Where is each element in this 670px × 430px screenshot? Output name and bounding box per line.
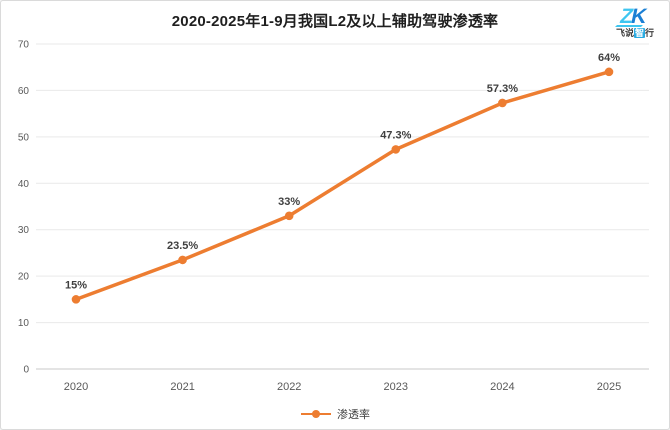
svg-text:40: 40 (18, 179, 30, 190)
svg-text:2021: 2021 (170, 381, 194, 393)
legend: 渗透率 (1, 406, 669, 422)
svg-text:0: 0 (23, 365, 29, 376)
svg-text:30: 30 (18, 225, 30, 236)
svg-text:2024: 2024 (490, 381, 514, 393)
svg-text:33%: 33% (278, 196, 300, 208)
legend-marker-icon (301, 410, 331, 418)
svg-text:K: K (629, 5, 650, 28)
brand-logo: Z K 飞说智行 (607, 4, 663, 38)
svg-text:70: 70 (18, 40, 30, 51)
svg-text:20: 20 (18, 272, 30, 283)
svg-text:2022: 2022 (277, 381, 301, 393)
svg-text:60: 60 (18, 86, 30, 97)
svg-text:64%: 64% (598, 52, 620, 64)
svg-text:47.3%: 47.3% (380, 129, 411, 141)
svg-text:2020: 2020 (64, 381, 88, 393)
svg-text:50: 50 (18, 132, 30, 143)
svg-text:23.5%: 23.5% (167, 240, 198, 252)
logo-text-post: 行 (645, 28, 655, 38)
logo-zk-icon: Z K (615, 5, 650, 28)
chart-title: 2020-2025年1-9月我国L2及以上辅助驾驶渗透率 (171, 13, 499, 30)
legend-series-label: 渗透率 (337, 409, 370, 421)
svg-text:2023: 2023 (384, 381, 408, 393)
svg-text:Z: Z (618, 5, 636, 28)
svg-text:2025: 2025 (597, 381, 621, 393)
svg-text:57.3%: 57.3% (487, 83, 518, 95)
logo-text-pre: 飞说 (615, 28, 634, 38)
svg-text:10: 10 (18, 318, 30, 329)
logo-text-highlight: 智 (633, 28, 645, 38)
svg-text:15%: 15% (65, 279, 87, 291)
logo-text: 飞说智行 (607, 28, 663, 38)
